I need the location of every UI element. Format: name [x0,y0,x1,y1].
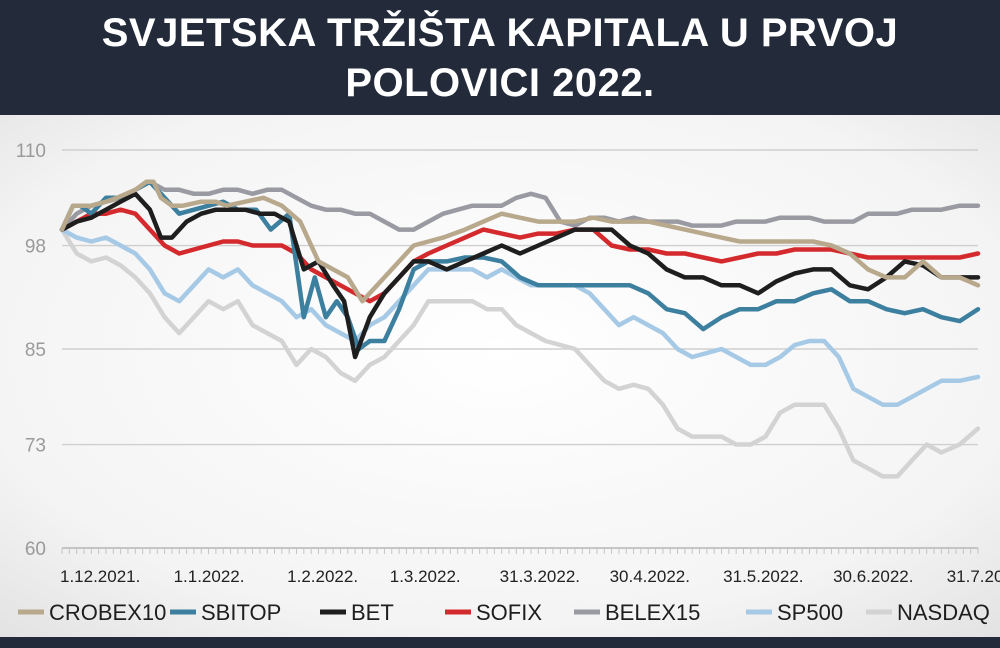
series-line-bet [59,191,981,360]
legend-item-belex15: BELEX15 [574,600,700,625]
legend-label: CROBEX10 [49,600,166,625]
y-tick-label: 60 [25,539,46,560]
chart-background [0,115,1000,637]
legend: CROBEX10 SBITOP BET SOFIX BELEX15 SP500 NASDAQ [18,600,990,625]
legend-item-nasdaq: NASDAQ [866,600,990,625]
x-tick-label: 1.2.2022. [287,567,358,586]
series-line-nasdaq [59,227,981,479]
legend-item-sp500: SP500 [746,600,843,625]
series-line-belex15 [59,179,981,232]
series-line-sofix [59,207,981,304]
legend-label: BET [351,600,394,625]
x-tick-label: 1.12.2021. [60,567,140,586]
chart-area: 110 98 85 73 60 1.12.2021. 1.1.2022. 1.2.2022.… [0,115,1000,637]
footer-bar [0,637,1000,648]
legend-item-bet: BET [320,600,394,625]
series-line-crobex10 [59,179,981,304]
y-tick-label: 110 [16,141,46,162]
series-line-sp500 [59,227,981,407]
series-layer [59,179,981,479]
x-tick-label: 1.3.2022. [390,567,461,586]
x-tick-label: 31.7.2022. [947,567,1000,586]
chart-title: SVJETSKA TRŽIŠTA KAPITALA U PRVOJ POLOVI… [101,11,899,105]
x-tick-label: 30.4.2022. [610,567,690,586]
y-tick-label: 85 [25,340,46,361]
legend-label: SBITOP [201,600,281,625]
legend-label: BELEX15 [605,600,700,625]
line-chart: 110 98 85 73 60 1.12.2021. 1.1.2022. 1.2.2022.… [0,115,1000,637]
y-tick-label: 98 [25,237,46,258]
x-tick-marks [61,548,979,554]
x-tick-label: 31.3.2022. [500,567,580,586]
x-tick-labels: 1.12.2021. 1.1.2022. 1.2.2022. 1.3.2022. 31.… [60,567,1000,586]
legend-label: SP500 [777,600,843,625]
x-tick-label: 1.1.2022. [174,567,245,586]
series-line-sbitop [59,179,981,352]
y-tick-label: 73 [25,436,46,457]
x-tick-label: 31.5.2022. [723,567,803,586]
legend-item-sofix: SOFIX [445,600,542,625]
legend-item-crobex10: CROBEX10 [18,600,166,625]
y-tick-labels: 110 98 85 73 60 [16,141,46,560]
legend-item-sbitop: SBITOP [170,600,281,625]
legend-label: SOFIX [476,600,542,625]
x-tick-label: 30.6.2022. [833,567,913,586]
header-bar: SVJETSKA TRŽIŠTA KAPITALA U PRVOJ POLOVI… [0,0,1000,115]
legend-label: NASDAQ [897,600,990,625]
